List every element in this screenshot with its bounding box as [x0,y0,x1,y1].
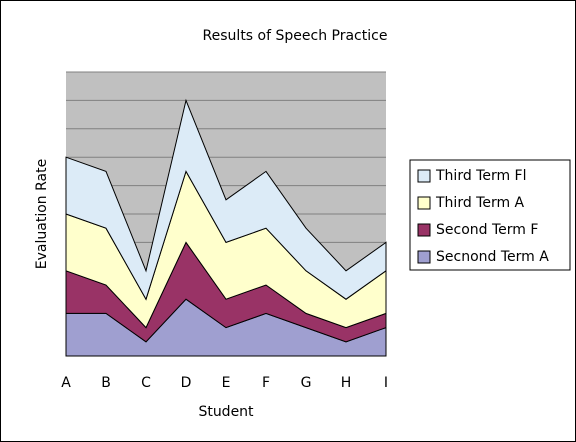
x-tick-label: I [384,375,388,391]
legend-swatch [417,196,431,210]
y-axis-label: Evaluation Rate [34,159,50,269]
x-tick-label: E [222,375,231,391]
x-tick-label: A [61,375,71,391]
legend-label: Third Term A [435,195,525,211]
x-tick-label: C [141,375,151,391]
x-tick-label: D [181,375,192,391]
area [65,98,387,301]
legend-swatch [417,169,431,183]
legend-label: Second Term F [436,222,538,238]
x-tick-label: G [301,375,312,391]
legend-swatch [417,250,431,264]
legend-swatch [417,223,431,237]
legend-label: Third Term Fl [435,168,527,184]
legend-box [409,159,571,271]
chart-title: Results of Speech Practice [203,28,388,44]
legend-label: Secnond Term A [436,249,549,265]
x-tick-label: F [262,375,270,391]
x-tick-label: H [341,375,352,391]
x-tick-label: B [101,375,111,391]
x-axis-label: Student [198,404,254,420]
